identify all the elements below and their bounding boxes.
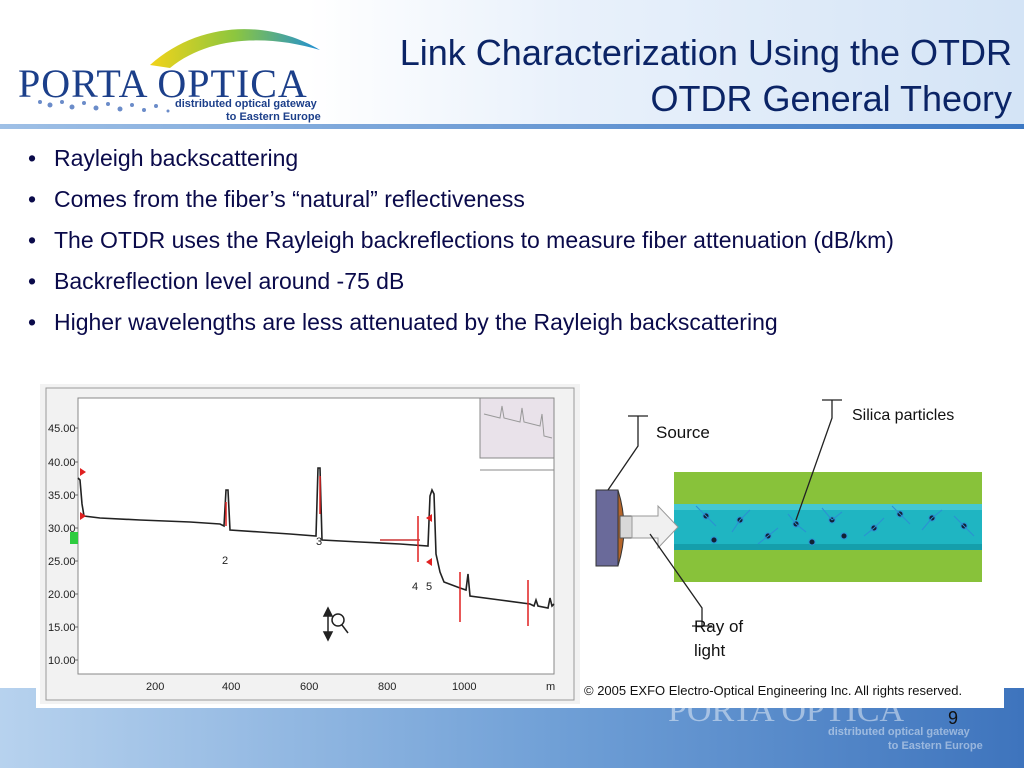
light-source-icon <box>595 489 619 567</box>
bullet-text: Backreflection level around -75 dB <box>54 268 405 294</box>
y-tick-label: 45.00 <box>48 423 76 435</box>
title-line-2: OTDR General Theory <box>650 78 1012 119</box>
logo-tagline-1: distributed optical gateway <box>175 98 317 110</box>
y-tick-label: 35.00 <box>48 490 76 502</box>
event-label: 2 <box>222 555 228 567</box>
event-label: 4 <box>412 581 418 593</box>
otdr-trace-line <box>77 467 555 609</box>
bullet-list: • Rayleigh backscattering • Comes from the… <box>28 142 988 347</box>
event-label: 5 <box>426 581 432 593</box>
bullet-item: • The OTDR uses the Rayleigh backreflecti… <box>28 224 988 257</box>
event-label: 3 <box>316 536 322 548</box>
bullet-text: The OTDR uses the Rayleigh backreflectio… <box>54 227 894 253</box>
bullet-dot-icon: • <box>28 186 37 212</box>
bullet-item: • Rayleigh backscattering <box>28 142 988 175</box>
logo-swoosh-icon <box>38 29 320 113</box>
header-divider <box>0 124 1024 129</box>
y-tick-label: 25.00 <box>48 556 76 568</box>
otdr-figure: 45.00 40.00 35.00 30.00 25.00 20.00 15.0… <box>36 382 1004 708</box>
y-tick-label: 20.00 <box>48 589 76 601</box>
bullet-item: • Comes from the fiber’s “natural” reflec… <box>28 183 988 216</box>
source-label: Source <box>656 423 710 442</box>
silica-particles-label: Silica particles <box>852 407 954 424</box>
bullet-dot-icon: • <box>28 309 37 335</box>
x-tick-label: 600 <box>300 681 318 693</box>
y-tick-label: 30.00 <box>48 523 76 535</box>
otdr-trace-image: 45.00 40.00 35.00 30.00 25.00 20.00 15.0… <box>40 384 580 704</box>
x-tick-label: 1000 <box>452 681 476 693</box>
footer-logo-tagline-2: to Eastern Europe <box>888 740 983 752</box>
fiber-scattering-diagram: Source Silica particles Ray of light <box>595 399 982 660</box>
ray-label-line-2: light <box>694 641 725 660</box>
porta-optica-logo: PORTA OPTICA distributed optical gateway… <box>10 10 340 125</box>
copyright-notice: © 2005 EXFO Electro-Optical Engineering … <box>584 683 963 698</box>
page-number: 9 <box>948 708 959 728</box>
logo-wordmark: PORTA OPTICA <box>18 61 308 106</box>
ray-label-line-1: Ray of <box>694 617 743 636</box>
zoom-magnifier-icon <box>322 606 349 642</box>
bullet-item: • Higher wavelengths are less attenuated … <box>28 306 988 339</box>
y-tick-label: 40.00 <box>48 457 76 469</box>
bullet-dot-icon: • <box>28 227 37 253</box>
logo-tagline-2: to Eastern Europe <box>226 111 321 123</box>
y-tick-label: 10.00 <box>48 655 76 667</box>
slide-title: Link Characterization Using the OTDR OTD… <box>312 30 1012 122</box>
bullet-text: Rayleigh backscattering <box>54 145 299 171</box>
bullet-text: Higher wavelengths are less attenuated b… <box>54 309 778 335</box>
bullet-text: Comes from the fiber’s “natural” reflect… <box>54 186 525 212</box>
x-tick-label: 200 <box>146 681 164 693</box>
x-tick-label: 400 <box>222 681 240 693</box>
y-tick-label: 15.00 <box>48 622 76 634</box>
x-tick-label: 800 <box>378 681 396 693</box>
bullet-dot-icon: • <box>28 268 37 294</box>
light-ray-arrow-icon <box>631 504 679 550</box>
bullet-dot-icon: • <box>28 145 37 171</box>
footer-logo-tagline-1: distributed optical gateway <box>828 726 970 738</box>
bullet-item: • Backreflection level around -75 dB <box>28 265 988 298</box>
x-tick-label: m <box>546 681 555 693</box>
title-line-1: Link Characterization Using the OTDR <box>399 32 1012 73</box>
